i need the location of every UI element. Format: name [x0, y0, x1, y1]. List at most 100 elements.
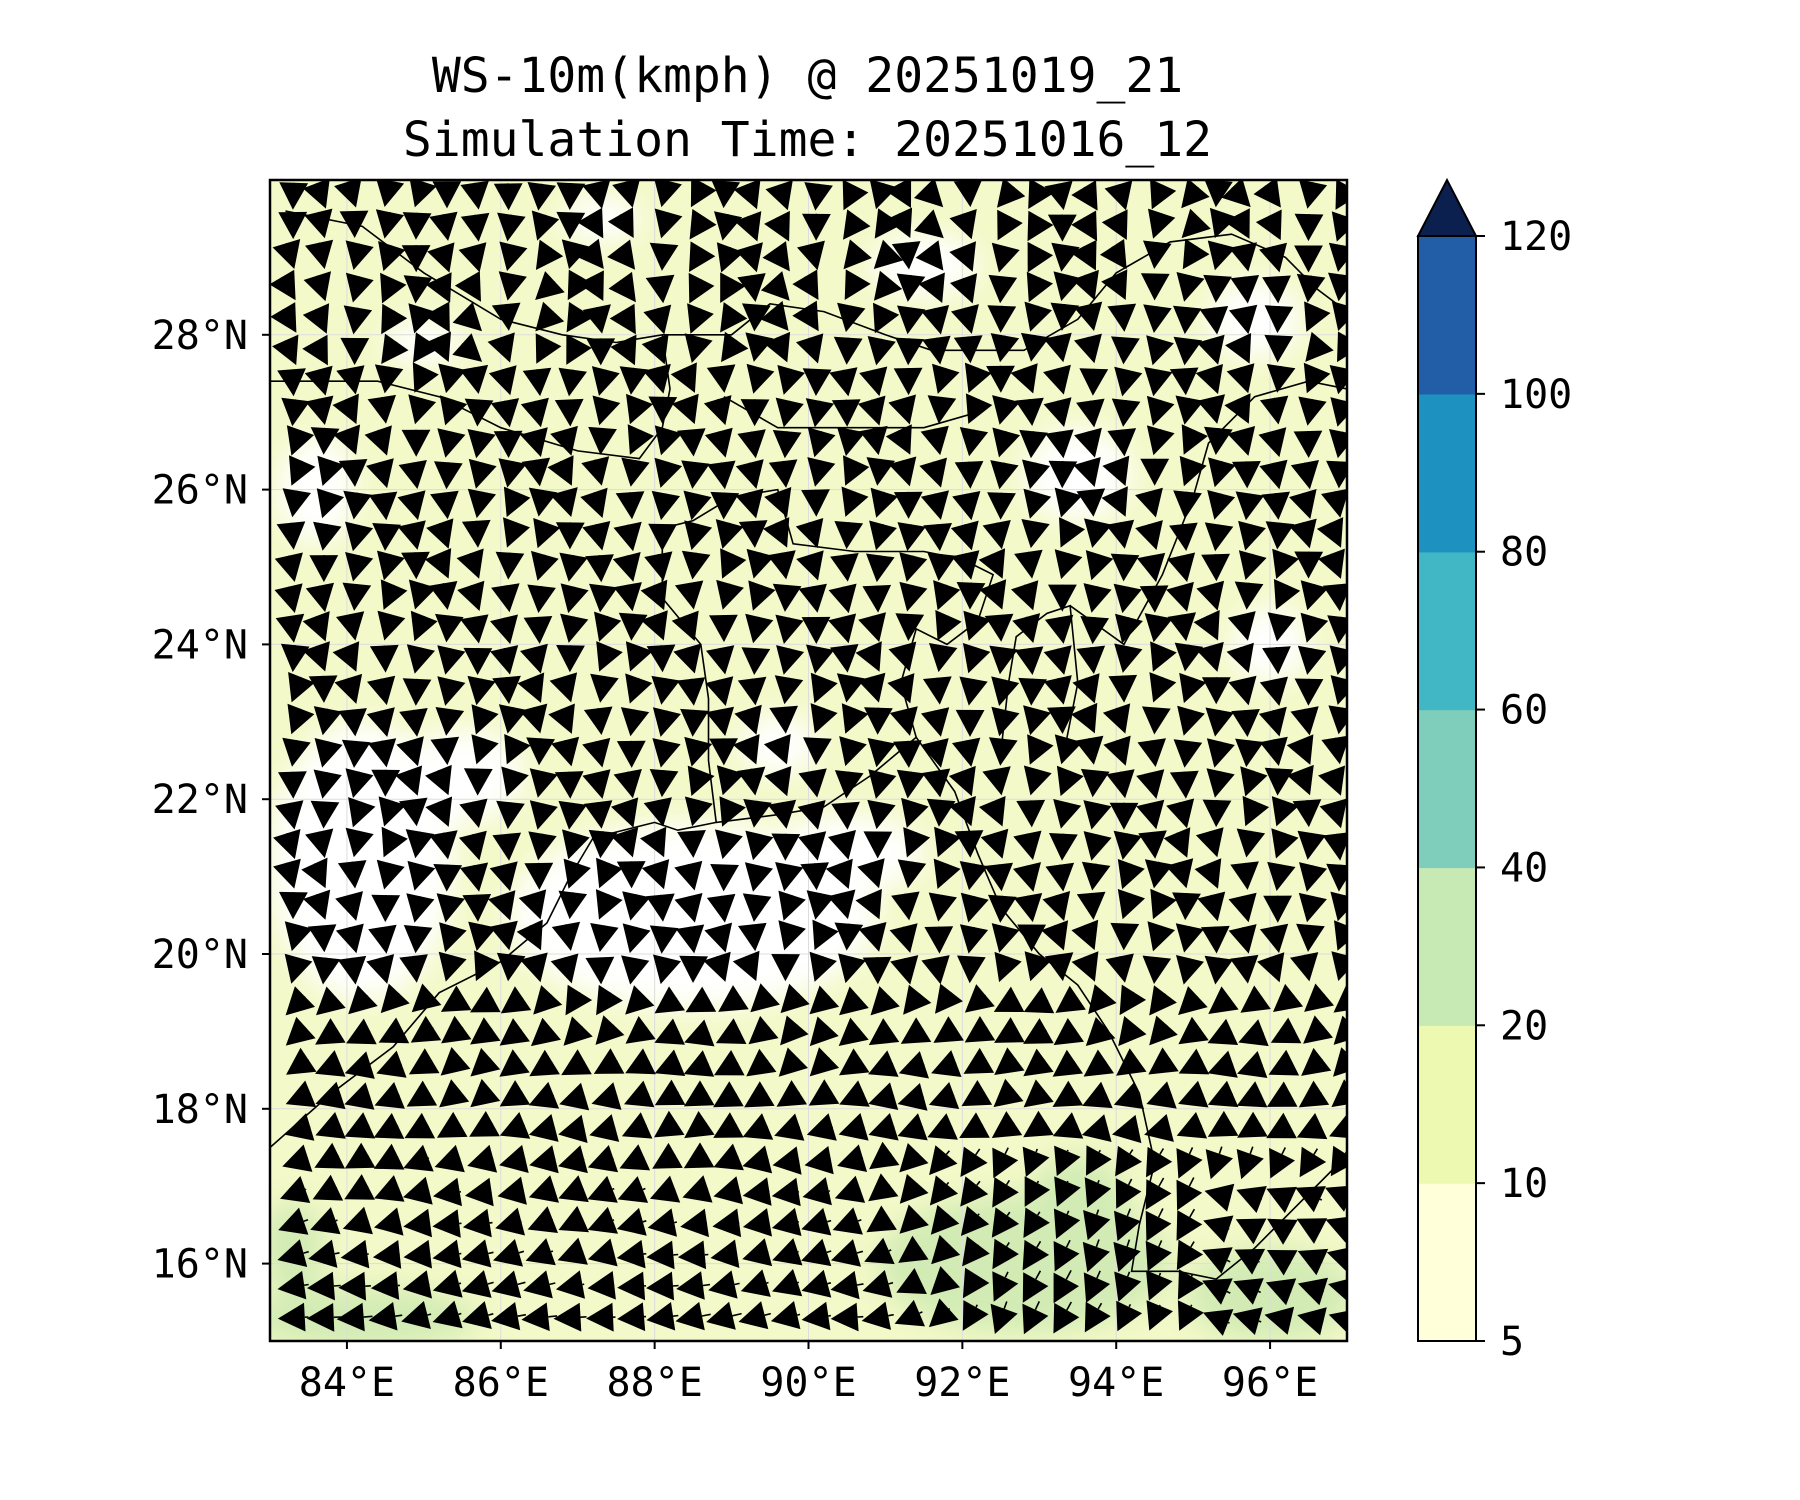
wind-arrow	[490, 614, 518, 645]
wind-arrow	[332, 393, 359, 425]
wind-arrow	[433, 1177, 462, 1207]
wind-arrow	[767, 550, 796, 580]
wind-arrow	[589, 583, 618, 613]
wind-arrow	[625, 1048, 656, 1075]
wind-arrow	[560, 613, 589, 643]
wind-arrow	[1019, 429, 1048, 459]
wind-arrow	[1300, 612, 1329, 643]
wind-arrow	[612, 180, 640, 208]
wind-arrow	[1181, 208, 1211, 239]
wind-arrow	[1071, 210, 1098, 242]
wind-arrow	[585, 554, 614, 583]
wind-arrow	[403, 925, 433, 954]
wind-arrow	[1107, 303, 1137, 332]
wind-arrow	[374, 1207, 404, 1236]
wind-arrow	[654, 1079, 686, 1106]
wind-arrow	[315, 1112, 346, 1139]
wind-arrow	[1272, 548, 1300, 579]
wind-arrow	[1010, 363, 1038, 394]
wind-arrow	[807, 427, 836, 458]
wind-arrow	[646, 1302, 679, 1331]
wind-arrow	[1028, 180, 1055, 209]
wind-arrow	[750, 983, 780, 1013]
wind-arrow	[374, 1175, 405, 1202]
wind-arrow	[1105, 519, 1135, 549]
wind-arrow	[301, 857, 328, 889]
colorbar-tick-label: 120	[1500, 214, 1572, 260]
wind-arrow	[1148, 1047, 1179, 1075]
wind-arrow	[503, 517, 530, 548]
wind-arrow	[618, 612, 648, 641]
wind-arrow	[1316, 517, 1344, 548]
wind-arrow	[1176, 1239, 1204, 1271]
wind-arrow	[1337, 331, 1347, 363]
wind-arrow	[288, 672, 315, 703]
wind-arrow	[375, 209, 405, 239]
wind-arrow	[434, 1144, 465, 1173]
colorbar-tick-label: 20	[1500, 1003, 1548, 1049]
wind-arrow	[864, 1237, 895, 1265]
wind-arrow	[596, 984, 623, 1016]
wind-arrow	[556, 645, 585, 673]
wind-arrow	[284, 921, 313, 952]
wind-arrow	[580, 487, 608, 518]
wind-arrow	[950, 520, 979, 551]
wind-arrow	[1112, 1114, 1142, 1144]
wind-arrow	[425, 796, 453, 827]
wind-arrow	[670, 362, 697, 393]
wind-arrow	[596, 641, 623, 672]
wind-arrow	[474, 950, 501, 982]
wind-arrow	[801, 489, 830, 517]
wind-arrow	[994, 951, 1022, 983]
wind-arrow	[888, 641, 917, 672]
wind-arrow	[651, 490, 680, 521]
wind-arrow	[372, 1240, 402, 1269]
wind-arrow	[1237, 1051, 1268, 1078]
wind-arrow	[684, 1019, 715, 1047]
wind-arrow	[305, 582, 334, 613]
wind-arrow	[342, 1206, 373, 1235]
wind-arrow	[857, 672, 886, 703]
wind-arrow	[340, 1239, 370, 1269]
wind-arrow	[1148, 208, 1176, 239]
wind-arrow	[869, 520, 897, 551]
wind-arrow	[430, 490, 459, 520]
wind-arrow	[586, 338, 616, 366]
wind-arrow	[928, 892, 957, 922]
wind-arrow	[622, 923, 651, 954]
wind-arrow	[1262, 275, 1291, 304]
wind-arrow	[1145, 1208, 1172, 1242]
wind-arrow	[1206, 768, 1235, 798]
wind-arrow	[778, 920, 806, 951]
lon-tick-label: 84°E	[299, 1360, 395, 1406]
wind-arrow	[402, 212, 432, 240]
wind-arrow	[1150, 888, 1177, 920]
wind-arrow	[1113, 583, 1142, 614]
wind-arrow	[1208, 986, 1239, 1014]
wind-arrow	[401, 429, 431, 457]
wind-arrow	[521, 457, 551, 487]
lat-tick-label: 18°N	[152, 1087, 248, 1133]
wind-arrow	[922, 335, 951, 365]
wind-arrow	[490, 398, 520, 428]
wind-arrow	[272, 239, 301, 269]
wind-arrow	[402, 678, 432, 706]
wind-arrow	[1294, 678, 1324, 706]
wind-arrow	[1331, 1079, 1347, 1108]
wind-arrow	[399, 708, 428, 737]
wind-arrow	[706, 364, 736, 393]
wind-arrow	[735, 459, 764, 489]
wind-arrow	[305, 395, 334, 425]
wind-arrow	[270, 269, 296, 301]
wind-arrow	[520, 427, 548, 457]
wind-arrow	[586, 1302, 616, 1332]
wind-arrow	[1328, 1279, 1347, 1302]
wind-arrow	[748, 580, 776, 611]
wind-arrow	[1024, 1176, 1051, 1207]
wind-arrow	[625, 641, 653, 672]
wind-arrow	[1150, 641, 1177, 672]
wind-arrow	[1228, 924, 1257, 954]
wind-arrow	[625, 985, 655, 1015]
wind-arrow	[710, 864, 739, 892]
